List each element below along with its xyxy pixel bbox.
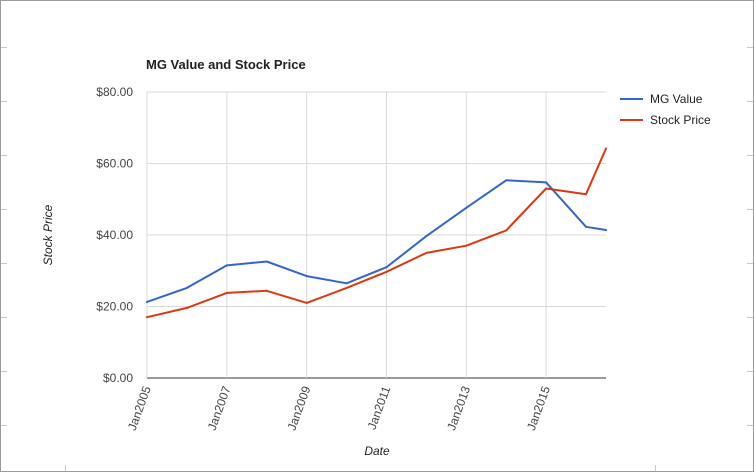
data-point [225, 264, 228, 267]
edge-tick-right-5 [747, 263, 753, 264]
data-point [345, 286, 348, 289]
y-tick-label: $80.00 [96, 85, 133, 99]
series-lines [146, 147, 607, 319]
legend-label: MG Value [650, 92, 703, 106]
y-tick-label: $40.00 [96, 228, 133, 242]
data-point [385, 270, 388, 273]
data-point [146, 300, 148, 303]
data-point [465, 206, 468, 209]
data-point [305, 275, 308, 278]
legend-label: Stock Price [650, 113, 711, 127]
edge-tick-bottom-1 [65, 465, 66, 471]
gridlines [146, 91, 606, 379]
edge-tick-left-7 [1, 371, 7, 372]
data-point [545, 187, 548, 190]
data-point [265, 289, 268, 292]
x-tick-label: Jan2005 [125, 384, 154, 432]
data-point [345, 282, 348, 285]
x-tick-label: Jan2011 [365, 384, 394, 432]
data-point [465, 244, 468, 247]
edge-tick-right-6 [747, 317, 753, 318]
x-tick-label: Jan2009 [285, 384, 314, 432]
edge-tick-bottom-2 [655, 465, 656, 471]
edge-tick-right-2 [747, 101, 753, 102]
data-point [185, 306, 188, 309]
edge-tick-left-6 [1, 317, 7, 318]
data-point [585, 193, 588, 196]
edge-tick-left-8 [1, 425, 7, 426]
edge-tick-left-3 [1, 155, 7, 156]
legend: MG Value Stock Price [620, 92, 711, 127]
edge-tick-right-7 [747, 371, 753, 372]
data-point [305, 301, 308, 304]
data-point [185, 286, 188, 289]
series-line-stock-price [146, 147, 607, 319]
edge-tick-left-1 [1, 47, 7, 48]
data-point [265, 260, 268, 263]
data-point [425, 251, 428, 254]
y-tick-label: $60.00 [96, 157, 133, 171]
data-point [505, 179, 508, 182]
y-axis-title: Stock Price [41, 204, 55, 265]
edge-tick-right-4 [747, 209, 753, 210]
edge-tick-left-2 [1, 101, 7, 102]
edge-tick-right-8 [747, 425, 753, 426]
data-point [545, 181, 548, 184]
x-axis-title: Date [364, 444, 390, 458]
edge-tick-left-4 [1, 209, 7, 210]
y-tick-label: $20.00 [96, 300, 133, 314]
data-point [146, 316, 148, 319]
x-axis-ticks: Jan2005 Jan2007 Jan2009 Jan2011 Jan2013 Jan20… [125, 384, 553, 432]
edge-tick-left-5 [1, 263, 7, 264]
data-point [225, 291, 228, 294]
data-point [585, 225, 588, 228]
data-point [505, 229, 508, 232]
data-point [605, 147, 607, 150]
data-point [385, 266, 388, 269]
y-axis-ticks: $0.00 $20.00 $40.00 $60.00 $80.00 [96, 85, 133, 385]
edge-tick-right-1 [747, 47, 753, 48]
chart-title: MG Value and Stock Price [146, 57, 306, 72]
data-point [425, 235, 428, 238]
edge-tick-right-3 [747, 155, 753, 156]
data-point [605, 228, 607, 231]
y-tick-label: $0.00 [103, 371, 133, 385]
x-tick-label: Jan2015 [524, 384, 553, 432]
x-tick-label: Jan2013 [444, 384, 473, 432]
x-tick-label: Jan2007 [205, 384, 234, 432]
